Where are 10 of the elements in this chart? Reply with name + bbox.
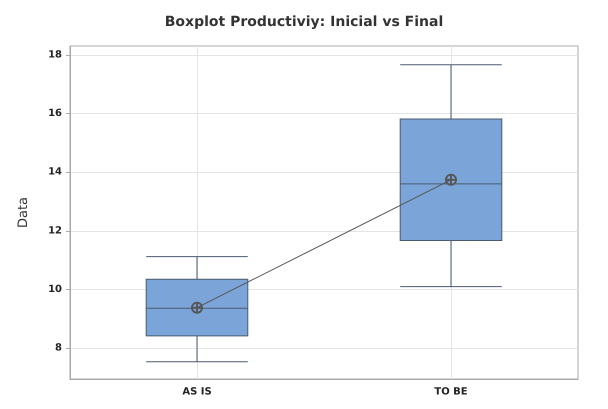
y-tick-label: 16	[48, 108, 62, 119]
y-tick-label: 14	[48, 166, 62, 178]
y-tick-label: 8	[55, 342, 62, 354]
y-tick-label: 10	[48, 284, 62, 296]
y-tick-label: 12	[48, 225, 62, 236]
chart-title: Boxplot Productiviy: Inicial vs Final	[164, 14, 444, 30]
x-tick-label: TO BE	[434, 386, 468, 398]
x-tick-label: AS IS	[182, 386, 212, 398]
y-axis-title: Data	[16, 196, 31, 228]
y-tick-label: 18	[48, 49, 62, 60]
